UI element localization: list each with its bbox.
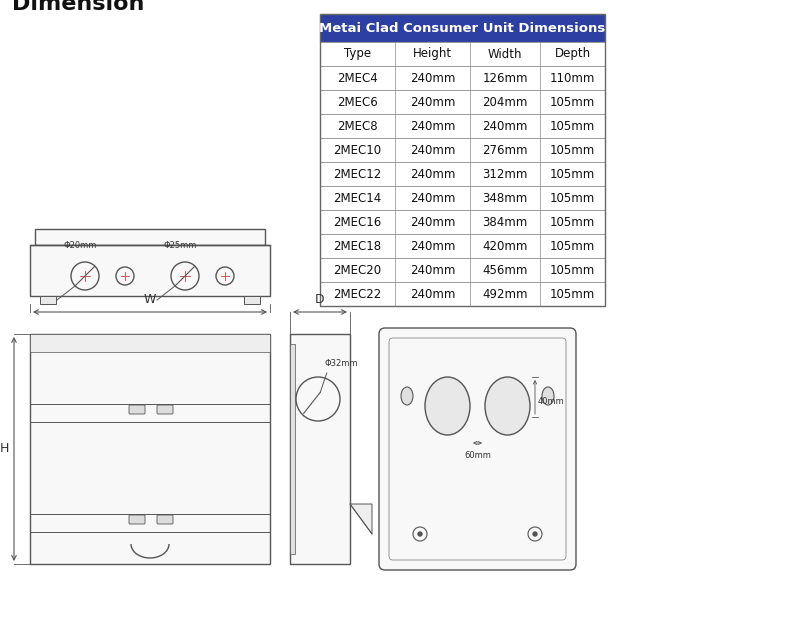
Text: 105mm: 105mm: [550, 167, 595, 180]
Bar: [320, 138, 605, 162]
Bar: [290, 334, 350, 564]
Text: Height: Height: [413, 47, 452, 61]
Text: 2MEC4: 2MEC4: [337, 72, 378, 84]
Text: W: W: [144, 293, 156, 306]
Text: 276mm: 276mm: [482, 144, 528, 157]
FancyBboxPatch shape: [157, 515, 173, 524]
Text: 240mm: 240mm: [410, 192, 455, 205]
FancyBboxPatch shape: [379, 328, 576, 570]
Text: 105mm: 105mm: [550, 144, 595, 157]
Text: 2MEC12: 2MEC12: [334, 167, 382, 180]
Text: 240mm: 240mm: [410, 240, 455, 253]
Bar: [320, 162, 605, 186]
Ellipse shape: [425, 377, 470, 435]
Text: 105mm: 105mm: [550, 288, 595, 301]
FancyBboxPatch shape: [129, 405, 145, 414]
Text: 105mm: 105mm: [550, 120, 595, 132]
Bar: [320, 210, 605, 234]
Text: D: D: [315, 293, 325, 306]
Bar: [320, 66, 605, 90]
Text: 240mm: 240mm: [410, 215, 455, 228]
Bar: [320, 14, 605, 42]
Text: 126mm: 126mm: [482, 72, 528, 84]
Text: 2MEC18: 2MEC18: [334, 240, 382, 253]
Bar: [290, 344, 295, 554]
Bar: [320, 42, 605, 66]
Bar: [35, 229, 265, 245]
Text: 2MEC10: 2MEC10: [334, 144, 382, 157]
Text: 2MEC22: 2MEC22: [334, 288, 382, 301]
Text: Metai Clad Consumer Unit Dimensions: Metai Clad Consumer Unit Dimensions: [319, 21, 606, 34]
Text: 456mm: 456mm: [482, 263, 528, 276]
Text: 240mm: 240mm: [410, 72, 455, 84]
Text: 105mm: 105mm: [550, 192, 595, 205]
Polygon shape: [350, 504, 372, 534]
Bar: [320, 114, 605, 138]
Bar: [244, 296, 260, 304]
Bar: [320, 282, 605, 306]
Text: 240mm: 240mm: [410, 263, 455, 276]
Bar: [320, 186, 605, 210]
Text: 2MEC20: 2MEC20: [334, 263, 382, 276]
FancyBboxPatch shape: [157, 405, 173, 414]
Text: 420mm: 420mm: [482, 240, 528, 253]
Text: 240mm: 240mm: [410, 167, 455, 180]
Text: Type: Type: [344, 47, 371, 61]
Text: 2MEC14: 2MEC14: [334, 192, 382, 205]
Text: 240mm: 240mm: [410, 288, 455, 301]
Ellipse shape: [401, 387, 413, 405]
Bar: [30, 245, 270, 296]
Text: H: H: [0, 442, 9, 456]
Text: 110mm: 110mm: [550, 72, 595, 84]
Text: 240mm: 240mm: [482, 120, 528, 132]
Circle shape: [418, 532, 422, 536]
Text: 60mm: 60mm: [464, 451, 491, 460]
Text: Depth: Depth: [554, 47, 590, 61]
Text: Φ32mm: Φ32mm: [325, 359, 358, 368]
Bar: [320, 234, 605, 258]
Text: 348mm: 348mm: [482, 192, 528, 205]
Text: 312mm: 312mm: [482, 167, 528, 180]
Bar: [320, 258, 605, 282]
FancyBboxPatch shape: [129, 515, 145, 524]
Bar: [320, 90, 605, 114]
Bar: [40, 296, 56, 304]
Text: 2MEC6: 2MEC6: [337, 95, 378, 109]
Circle shape: [533, 532, 537, 536]
Text: 240mm: 240mm: [410, 144, 455, 157]
Text: 105mm: 105mm: [550, 95, 595, 109]
Bar: [30, 334, 270, 564]
Bar: [320, 14, 605, 306]
Text: 105mm: 105mm: [550, 263, 595, 276]
Text: 2MEC16: 2MEC16: [334, 215, 382, 228]
Bar: [30, 334, 270, 352]
Text: Width: Width: [488, 47, 522, 61]
Text: 40mm: 40mm: [538, 396, 565, 406]
Text: 105mm: 105mm: [550, 215, 595, 228]
Text: Dimension: Dimension: [12, 0, 144, 14]
Ellipse shape: [542, 387, 554, 405]
Text: 2MEC8: 2MEC8: [337, 120, 378, 132]
Text: 240mm: 240mm: [410, 120, 455, 132]
Text: 240mm: 240mm: [410, 95, 455, 109]
Text: 384mm: 384mm: [482, 215, 528, 228]
Text: 105mm: 105mm: [550, 240, 595, 253]
Ellipse shape: [485, 377, 530, 435]
Text: Φ20mm: Φ20mm: [63, 241, 97, 250]
Text: 492mm: 492mm: [482, 288, 528, 301]
Text: 204mm: 204mm: [482, 95, 528, 109]
Text: Φ25mm: Φ25mm: [163, 241, 197, 250]
